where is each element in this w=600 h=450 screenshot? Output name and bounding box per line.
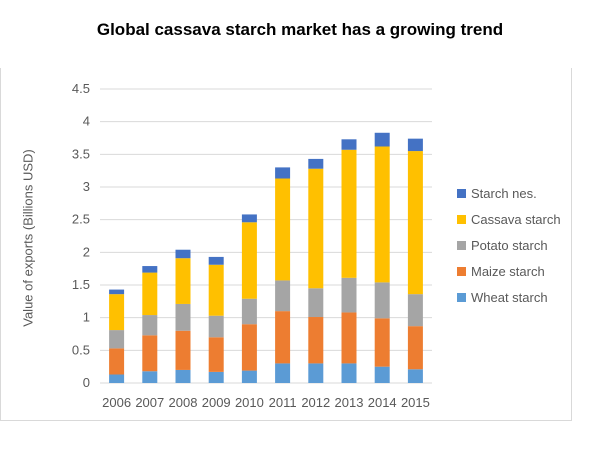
bar-wheat-starch-2008: [175, 369, 191, 383]
x-tick-label: 2012: [301, 395, 330, 410]
legend-swatch: [457, 293, 466, 302]
bar-potato-starch-2012: [308, 288, 324, 318]
bar-potato-starch-2010: [241, 298, 257, 325]
bar-wheat-starch-2009: [208, 371, 224, 383]
bar-cassava-starch-2012: [308, 168, 324, 289]
bar-cassava-starch-2013: [341, 149, 357, 278]
y-tick-label: 2: [83, 244, 90, 259]
bar-potato-starch-2011: [275, 280, 291, 312]
y-tick-label: 2.5: [72, 212, 90, 227]
bar-potato-starch-2006: [109, 330, 125, 349]
x-tick-label: 2015: [401, 395, 430, 410]
bar-maize-starch-2011: [275, 311, 291, 364]
bar-starch-nes-2010: [241, 214, 257, 223]
bar-maize-starch-2010: [241, 324, 257, 371]
x-tick-label: 2010: [235, 395, 264, 410]
bar-wheat-starch-2015: [407, 369, 423, 383]
bar-cassava-starch-2011: [275, 178, 291, 281]
bar-potato-starch-2009: [208, 315, 224, 338]
bar-potato-starch-2008: [175, 303, 191, 331]
bar-maize-starch-2008: [175, 330, 191, 370]
x-tick-label: 2009: [202, 395, 231, 410]
y-axis-label: Value of exports (Billions USD): [20, 149, 36, 327]
bar-starch-nes-2014: [374, 132, 390, 147]
bar-cassava-starch-2009: [208, 264, 224, 316]
x-tick-label: 2013: [335, 395, 364, 410]
legend-entry: Wheat starch: [471, 290, 548, 305]
bar-cassava-starch-2006: [109, 294, 125, 331]
bar-potato-starch-2015: [407, 294, 423, 327]
legend-entry: Cassava starch: [471, 212, 561, 227]
bar-wheat-starch-2007: [142, 371, 158, 383]
bar-maize-starch-2007: [142, 335, 158, 372]
y-tick-label: 3: [83, 179, 90, 194]
bar-wheat-starch-2012: [308, 363, 324, 383]
chart-title: Global cassava starch market has a growi…: [96, 20, 504, 39]
bar-cassava-starch-2007: [142, 272, 158, 316]
bar-starch-nes-2006: [109, 289, 125, 295]
bar-maize-starch-2012: [308, 317, 324, 364]
bar-maize-starch-2009: [208, 337, 224, 372]
x-tick-label: 2011: [269, 395, 297, 410]
bar-cassava-starch-2008: [175, 258, 191, 304]
bar-maize-starch-2014: [374, 318, 390, 367]
legend-entry: Maize starch: [471, 264, 545, 279]
bar-starch-nes-2011: [275, 167, 291, 179]
y-tick-label: 4.5: [72, 81, 90, 96]
bar-potato-starch-2007: [142, 315, 158, 336]
legend-swatch: [457, 241, 466, 250]
legend-swatch: [457, 267, 466, 276]
y-tick-label: 0.5: [72, 342, 90, 357]
y-tick-label: 4: [83, 114, 90, 129]
bar-starch-nes-2012: [308, 158, 324, 169]
x-tick-label: 2006: [102, 395, 131, 410]
bar-maize-starch-2006: [109, 348, 125, 375]
y-tick-label: 0: [83, 375, 90, 390]
bar-starch-nes-2015: [407, 138, 423, 152]
bar-potato-starch-2013: [341, 277, 357, 313]
bar-maize-starch-2015: [407, 326, 423, 370]
bar-starch-nes-2013: [341, 139, 357, 150]
bar-starch-nes-2009: [208, 256, 224, 265]
bar-starch-nes-2008: [175, 249, 191, 259]
bar-maize-starch-2013: [341, 312, 357, 364]
chart-frame: [0, 68, 572, 421]
bar-cassava-starch-2014: [374, 146, 390, 283]
bar-wheat-starch-2006: [109, 374, 125, 383]
bar-wheat-starch-2010: [241, 370, 257, 383]
legend-swatch: [457, 215, 466, 224]
x-tick-label: 2008: [169, 395, 198, 410]
bar-wheat-starch-2011: [275, 363, 291, 383]
bar-cassava-starch-2010: [241, 222, 257, 299]
legend-swatch: [457, 189, 466, 198]
bar-wheat-starch-2014: [374, 366, 390, 383]
y-tick-label: 1: [83, 310, 90, 325]
bar-wheat-starch-2013: [341, 363, 357, 383]
bar-starch-nes-2007: [142, 266, 158, 273]
bar-cassava-starch-2015: [407, 151, 423, 295]
legend-entry: Starch nes.: [471, 186, 537, 201]
x-tick-label: 2014: [368, 395, 397, 410]
y-tick-label: 3.5: [72, 146, 90, 161]
legend-entry: Potato starch: [471, 238, 548, 253]
y-tick-label: 1.5: [72, 277, 90, 292]
bar-potato-starch-2014: [374, 282, 390, 319]
x-tick-label: 2007: [135, 395, 164, 410]
